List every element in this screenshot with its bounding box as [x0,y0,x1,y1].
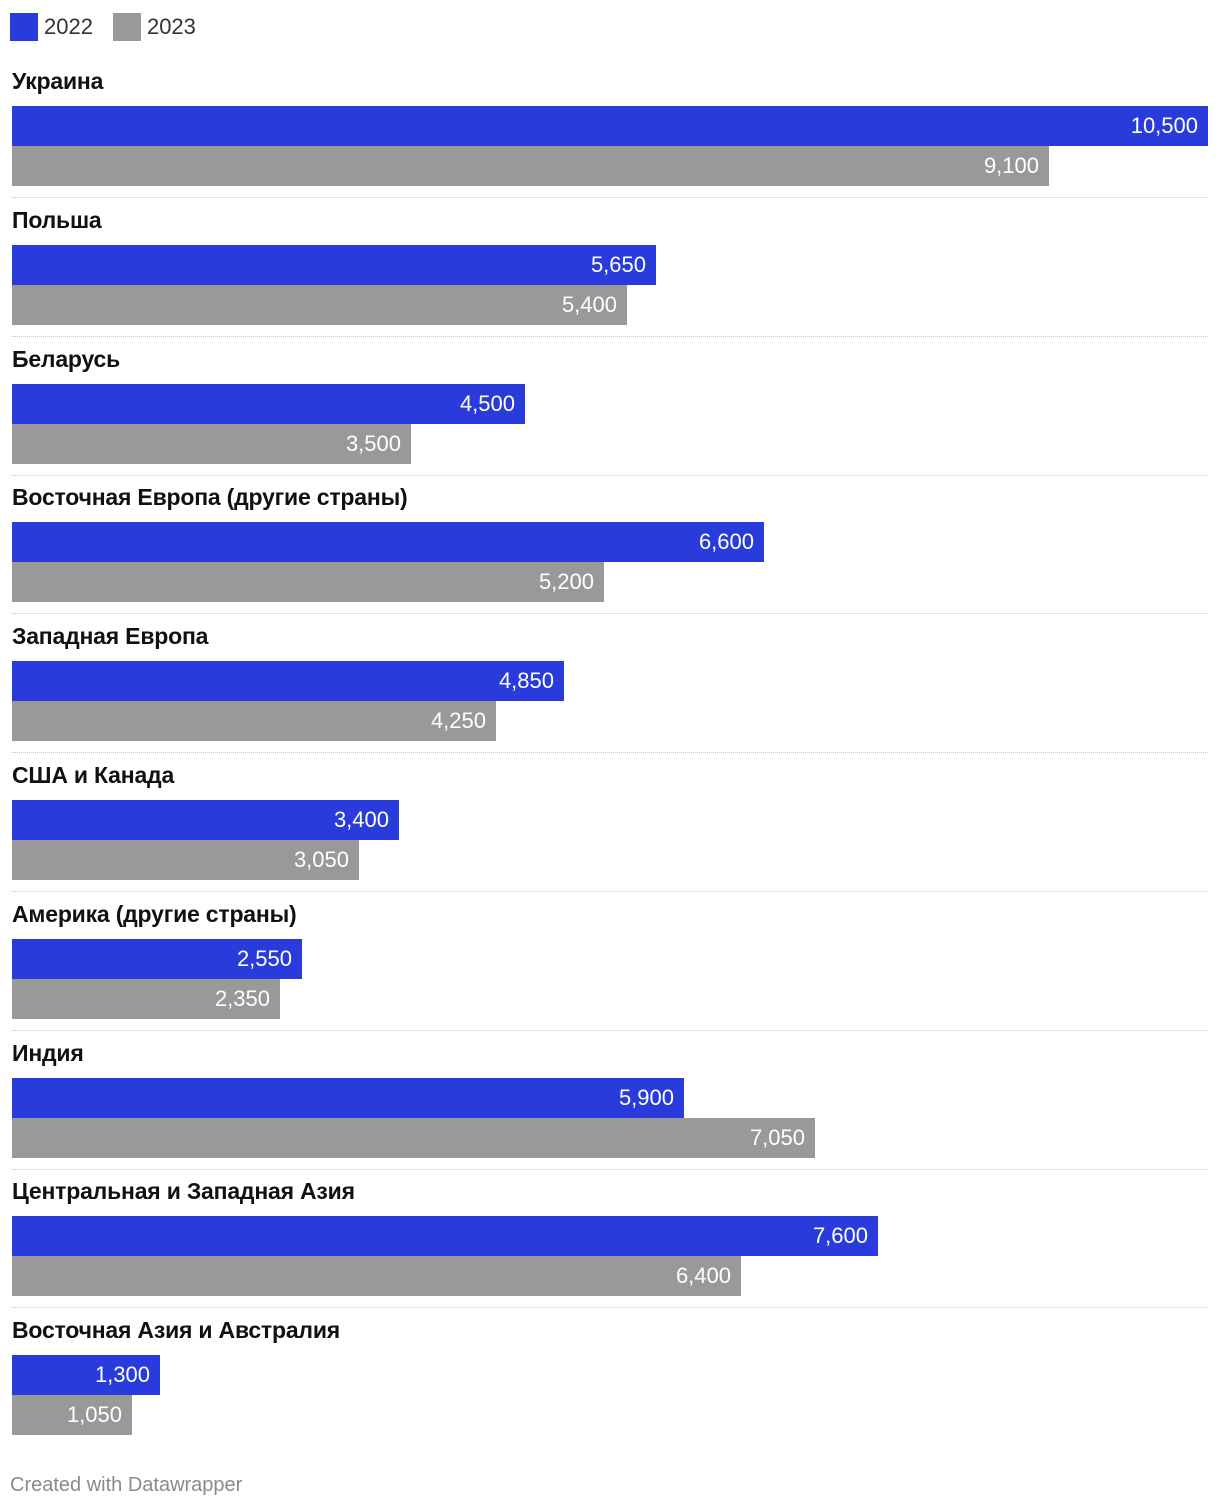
category-label: Восточная Азия и Австралия [12,1317,340,1344]
bar-value-label: 4,850 [498,668,554,694]
bar-value-label: 9,100 [983,153,1039,178]
bar-2023: 6,400 [12,1256,741,1297]
bar-value-label: 1,300 [94,1362,150,1388]
bar-value-label: 5,650 [590,251,646,277]
bar-value-label: 7,600 [812,1223,868,1249]
bar-2023: 7,050 [12,1117,815,1158]
bar-2022: 6,600 [12,522,764,563]
bar-value-label: 5,400 [561,291,617,317]
bar-2023: 3,050 [12,840,359,880]
category-label: Украина [12,68,104,94]
bar-2023: 3,500 [12,423,411,464]
bar-2022: 2,550 [12,938,302,979]
legend-item-2022: 2022 [10,13,93,41]
bar-value-label: 4,250 [430,708,486,734]
category-group: Америка (другие страны) 2,550 2,350 [12,901,1208,1019]
bar-2022: 1,300 [12,1355,160,1396]
group-separator [12,335,1208,337]
bar-value-label: 6,600 [698,529,754,555]
legend-label-2023: 2023 [146,14,196,39]
bar-2023: 9,100 [12,146,1049,186]
bar-2023: 5,200 [12,562,604,603]
group-separator [12,752,1208,754]
bar-value-label: 2,350 [214,985,270,1011]
category-group: США и Канада 3,400 3,050 [12,762,1208,880]
group-separator [12,197,1208,198]
legend-swatch-2023 [112,13,141,41]
category-label: Польша [12,206,102,233]
bar-2022: 5,650 [12,244,656,285]
category-group: Восточная Европа (другие страны) 6,600 5,2… [12,484,1208,603]
bar-value-label: 2,550 [236,945,292,971]
bar-chart: Украина 10,500 9,100 Польша 5,650 5,400 Белару… [12,68,1208,1436]
bar-value-label: 1,050 [66,1402,122,1428]
bar-value-label: 4,500 [459,390,515,416]
category-label: Индия [12,1039,84,1066]
category-group: Украина 10,500 9,100 [12,68,1208,186]
category-label: Западная Европа [12,623,209,650]
category-label: Центральная и Западная Азия [12,1178,355,1205]
bar-2023: 2,350 [12,978,280,1019]
bar-value-label: 3,500 [345,430,401,456]
bar-value-label: 3,050 [293,847,349,872]
bar-value-label: 10,500 [1130,113,1198,138]
bar-value-label: 6,400 [675,1263,731,1289]
category-group: Польша 5,650 5,400 [12,207,1208,325]
group-separator [12,1168,1208,1170]
group-separator [12,613,1208,615]
bar-value-label: 3,400 [333,807,389,832]
bar-2023: 1,050 [12,1395,132,1436]
legend-label-2022: 2022 [44,14,93,39]
bar-2022: 4,850 [12,661,564,702]
category-label: Америка (другие страны) [12,900,297,927]
category-label: США и Канада [12,762,175,788]
bar-2023: 5,400 [12,284,627,325]
bar-2022: 7,600 [12,1216,878,1257]
legend-item-2023: 2023 [112,13,196,41]
legend: 2022 2023 [10,12,216,42]
legend-swatch-2022 [10,13,38,41]
bar-2023: 4,250 [12,701,496,742]
bar-value-label: 5,900 [618,1084,674,1110]
bar-value-label: 7,050 [749,1124,805,1150]
category-group: Западная Европа 4,850 4,250 [12,623,1208,742]
bar-2022: 3,400 [12,800,399,840]
category-label: Беларусь [12,345,121,372]
group-separator [12,474,1208,476]
category-group: Центральная и Западная Азия 7,600 6,400 [12,1178,1208,1297]
category-label: Восточная Европа (другие страны) [12,484,408,511]
bar-2022: 10,500 [12,106,1208,146]
category-group: Беларусь 4,500 3,500 [12,346,1208,464]
bar-value-label: 5,200 [538,569,594,595]
footer-credit: Created with Datawrapper [10,1474,243,1496]
bar-2022: 5,900 [12,1077,684,1118]
group-separator [12,1029,1208,1031]
bar-2022: 4,500 [12,383,525,424]
group-separator [12,1307,1208,1309]
category-group: Индия 5,900 7,050 [12,1040,1208,1158]
group-separator [12,891,1208,892]
category-group: Восточная Азия и Австралия 1,300 1,050 [12,1317,1208,1436]
